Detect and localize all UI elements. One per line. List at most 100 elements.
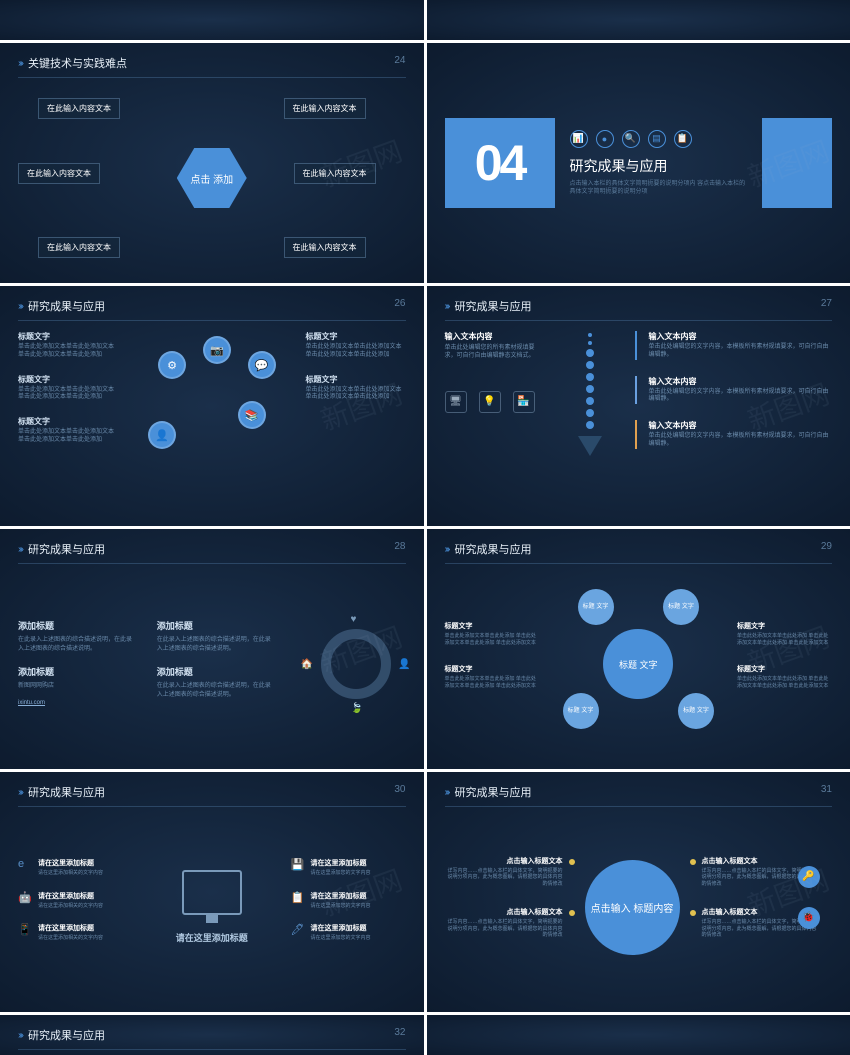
circle-layout: 点击输入标题文本详写内容……点击输入本栏的具体文字，简明扼要的说明分项内容，此为… <box>445 817 833 997</box>
slide-title: 研究成果与应用 <box>28 541 105 557</box>
item-text: 详写内容……点击输入本栏的具体文字，简明扼要的说明分项内容，此为概念图解，请根据… <box>445 919 563 939</box>
pen-icon: 🖊 <box>291 923 305 937</box>
item-text: 单击此处添加文本单击此处添加文本 单击此处添加文本单击此处添加 <box>18 387 118 403</box>
monitor-layout: e请在这里添加标题请在这里添加相关的文字内容 🤖请在这里添加标题请在这里添加相关… <box>18 817 406 997</box>
slide-27: ››› 研究成果与应用 27 输入文本内容 单击此处编辑您的所有素材规填要求，可自… <box>427 286 850 526</box>
chevron-icon: ››› <box>18 58 22 69</box>
chat-icon: 💬 <box>248 351 276 379</box>
clipboard-icon: 📋 <box>291 891 305 905</box>
item-text: 请在这里添加相关的文字内容 <box>38 870 103 877</box>
hand-diagram: 标题文字单击此处添加文本单击此处添加文本 单击此处添加文本单击此处添加 标题文字… <box>18 331 406 511</box>
item-text: 请在这里添加相关的文字内容 <box>38 903 103 910</box>
chevron-icon: ››› <box>18 787 22 798</box>
textbox-3: 在此输入内容文本 <box>18 163 100 184</box>
gear-icon: ⚙ <box>158 351 186 379</box>
page-number: 24 <box>394 55 405 66</box>
accent-block <box>762 118 832 208</box>
center-circle: 点击输入 标题内容 <box>585 860 680 955</box>
item-title: 标题文字 <box>445 621 540 631</box>
slide-title: 关键技术与实践难点 <box>28 55 127 71</box>
slide-29: ›››研究成果与应用 29 标题文字单击此处添加文本单击此处添加 单击此处添加文… <box>427 529 850 769</box>
slide-partial-top-left <box>0 0 424 40</box>
link[interactable]: ixintu.com <box>18 700 45 706</box>
item-title: 标题文字 <box>445 664 540 674</box>
monitor-center: 请在这里添加标题 <box>148 870 276 944</box>
icon-row: 📊 ● 🔍 ▤ 📋 <box>570 130 748 148</box>
pencil-diagram: 输入文本内容 单击此处编辑您的所有素材规填要求，可自行自由编辑静态文档式。 🖥 … <box>445 331 833 511</box>
item-text: 请在这里添加您的文字内容 <box>311 935 371 942</box>
item-text: 在此录入上述图表的综合描述说明，在此录入上述图表的综合描述说明。 <box>18 636 137 653</box>
save-icon: 💾 <box>291 858 305 872</box>
icon-row: 🖥 💡 🏪 <box>445 391 545 413</box>
item-title: 标题文字 <box>737 621 832 631</box>
bullet-icon <box>569 910 575 916</box>
hexagon-diagram: 点击 添加 在此输入内容文本 在此输入内容文本 在此输入内容文本 在此输入内容文… <box>18 88 406 268</box>
slide-title: 研究成果与应用 <box>455 298 532 314</box>
slide-title: 研究成果与应用 <box>28 298 105 314</box>
item-title: 输入文本内容 <box>649 376 833 387</box>
item-text: 在此录入上述图表的综合描述说明，在此录入上述图表的综合描述说明。 <box>157 636 276 653</box>
left-column: 标题文字单击此处添加文本单击此处添加 单击此处添加文本单击此处添加 单击此处添加… <box>445 621 540 707</box>
slide-partial-bottom-right <box>427 1015 850 1055</box>
bullet-icon <box>690 859 696 865</box>
page-number: 31 <box>821 784 832 795</box>
page-number: 27 <box>821 298 832 309</box>
item-title: 请在这里添加标题 <box>38 858 103 868</box>
item-title: 标题文字 <box>306 374 406 385</box>
chevron-icon: ››› <box>18 301 22 312</box>
ring-diagram: ♥ 🏠 👤 🍃 <box>306 614 406 714</box>
item-title: 请在这里添加标题 <box>38 923 103 933</box>
slide-30: ›››研究成果与应用 30 e请在这里添加标题请在这里添加相关的文字内容 🤖请在… <box>0 772 424 1012</box>
item-text: 单击此处编辑您的文字内容，本模板所有素材规填要求，可自行自由编辑静。 <box>649 433 833 449</box>
chevron-icon: ››› <box>445 787 449 798</box>
item-title: 点击输入标题文本 <box>445 907 563 917</box>
right-column: 💾请在这里添加标题请在这里添加您的文字内容 📋请在这里添加标题请在这里添加您的文… <box>291 858 406 956</box>
network-center: 标题 文字 标题 文字 标题 文字 标题 文字 标题 文字 <box>548 584 730 744</box>
store-icon: 🏪 <box>513 391 535 413</box>
item-title: 输入文本内容 <box>649 420 833 431</box>
right-column: 点击输入标题文本详写内容……点击输入本栏的具体文字，简明扼要的说明分项内容，此为… <box>690 856 820 959</box>
textbox-5: 在此输入内容文本 <box>38 237 120 258</box>
left-column: e请在这里添加标题请在这里添加相关的文字内容 🤖请在这里添加标题请在这里添加相关… <box>18 858 133 956</box>
item-text: 单击此处添加文本单击此处添加 单击此处添加文本单击此处添加 单击此处添加文本 <box>445 633 540 646</box>
section-title: 研究成果与应用 <box>570 156 748 176</box>
bullet-icon <box>690 910 696 916</box>
item-title: 添加标题 <box>157 665 276 678</box>
item-text: 单击此处添加文本单击此处添加文本 单击此处添加文本单击此处添加 <box>306 387 406 403</box>
page-number: 26 <box>394 298 405 309</box>
item-text: 单击此处添加文本单击此处添加 单击此处添加文本单击此处添加 单击此处添加文本 <box>445 676 540 689</box>
item-text: 单击此处添加文本单击此处添加文本 单击此处添加文本单击此处添加 <box>306 344 406 360</box>
network-layout: 标题文字单击此处添加文本单击此处添加 单击此处添加文本单击此处添加 单击此处添加… <box>445 574 833 754</box>
section-content: 📊 ● 🔍 ▤ 📋 研究成果与应用 点击输入本栏的具体文字简明扼要的说明分项内 … <box>570 130 748 197</box>
ring-layout: 添加标题 在此录入上述图表的综合描述说明，在此录入上述图表的综合描述说明。 添加标… <box>18 574 406 754</box>
slide-title: 研究成果与应用 <box>455 784 532 800</box>
node-3: 标题 文字 <box>563 693 599 729</box>
bulb-icon: 💡 <box>479 391 501 413</box>
item-text: 新图网网购店 <box>18 682 137 690</box>
item-title: 添加标题 <box>18 665 137 678</box>
textbox-2: 在此输入内容文本 <box>284 98 366 119</box>
item-title: 输入文本内容 <box>649 331 833 342</box>
center-node: 标题 文字 <box>603 629 673 699</box>
item-text: 单击此处编辑您的文字内容，本模板所有素材规填要求，可自行自由编辑静。 <box>649 344 833 360</box>
search-icon: 🔍 <box>622 130 640 148</box>
right-column: 输入文本内容单击此处编辑您的文字内容，本模板所有素材规填要求，可自行自由编辑静。… <box>635 331 833 511</box>
item-title: 标题文字 <box>18 374 118 385</box>
pencil-graphic <box>565 331 615 511</box>
item-text: 请在这里添加您的文字内容 <box>311 870 371 877</box>
slide-grid: ››› 关键技术与实践难点 24 点击 添加 在此输入内容文本 在此输入内容文本… <box>0 0 850 1055</box>
hexagon-center: 点击 添加 <box>177 148 247 208</box>
chevron-icon: ››› <box>445 301 449 312</box>
left-column: 输入文本内容 单击此处编辑您的所有素材规填要求，可自行自由编辑静态文档式。 🖥 … <box>445 331 545 511</box>
textbox-4: 在此输入内容文本 <box>294 163 376 184</box>
item-title: 标题文字 <box>306 331 406 342</box>
monitor-icon <box>182 870 242 915</box>
item-text: 详写内容……点击输入本栏的具体文字，简明扼要的说明分项内容，此为概念图解，请根据… <box>445 868 563 888</box>
person-icon: 👤 <box>148 421 176 449</box>
leaf-icon: 🍃 <box>351 703 363 714</box>
textbox-1: 在此输入内容文本 <box>38 98 120 119</box>
page-number: 29 <box>821 541 832 552</box>
item-text: 请在这里添加您的文字内容 <box>311 903 371 910</box>
right-column: 标题文字单击此处添加文本单击此处添加 单击此处添加文本单击此处添加 单击此处添加… <box>737 621 832 707</box>
left-column: 点击输入标题文本详写内容……点击输入本栏的具体文字，简明扼要的说明分项内容，此为… <box>445 856 575 959</box>
